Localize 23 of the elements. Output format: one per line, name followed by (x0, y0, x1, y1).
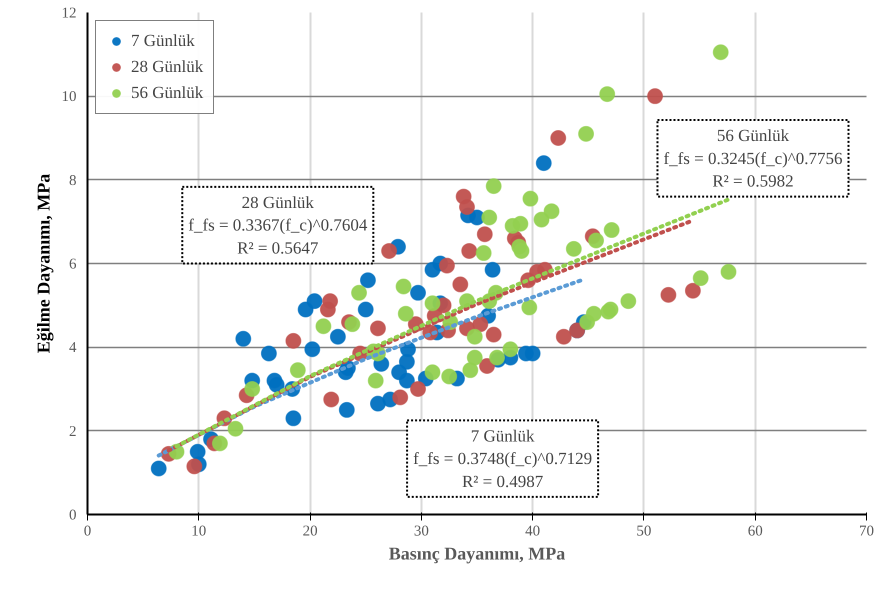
y-tick-label: 8 (69, 172, 76, 189)
y-tick-label: 2 (69, 424, 76, 440)
x-tick-label: 0 (84, 524, 92, 540)
x-tick-label: 50 (636, 524, 652, 540)
x-tick-label: 20 (302, 524, 318, 540)
legend-label: 28 Günlük (131, 57, 204, 77)
y-tick-label: 0 (69, 508, 76, 524)
legend-label: 56 Günlük (131, 83, 204, 103)
x-tick-label: 70 (859, 524, 874, 540)
annotation: 28 Günlük f_fs = 0.3367(f_c)^0.7604 R² = 0.5647 (188, 192, 368, 258)
y-tick-label: 12 (62, 6, 76, 22)
y-tick-label: 4 (69, 340, 77, 356)
y-axis-title: Eğilme Dayanımı, MPa (34, 174, 54, 354)
legend-label: 7 Günlük (131, 31, 195, 51)
x-tick-label: 30 (414, 524, 429, 540)
y-tick-label: 6 (69, 256, 77, 272)
x-tick-label: 10 (191, 524, 206, 540)
y-tick-label: 10 (62, 89, 76, 106)
annotation: 7 Günlük f_fs = 0.3748(f_c)^0.7129 R² = 0.4987 (413, 426, 592, 491)
x-axis-title: Basınç Dayanımı, MPa (388, 544, 566, 564)
annotation: 56 Günlük f_fs = 0.3245(f_c)^0.7756 R² = 0.5982 (663, 126, 843, 191)
x-tick-label: 40 (525, 524, 540, 540)
x-tick-label: 60 (748, 524, 763, 540)
